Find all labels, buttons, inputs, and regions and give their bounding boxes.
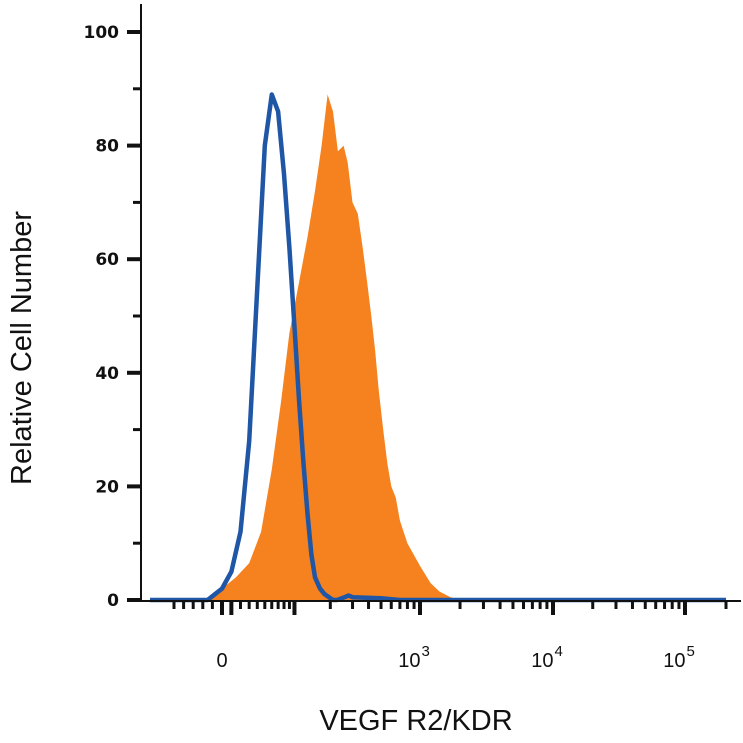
series-layer [150, 92, 726, 603]
y-axis-title: Relative Cell Number [6, 211, 38, 485]
y-tick-label: 20 [95, 477, 119, 497]
y-tick-label: 100 [84, 23, 120, 43]
y-tick-label: 0 [107, 591, 119, 611]
y-tick-label: 40 [95, 364, 119, 384]
x-tick-label: 0 [216, 650, 227, 672]
x-tick-exponent: 4 [554, 643, 562, 660]
x-tick-label: 103 [398, 643, 430, 672]
y-tick-label: 60 [95, 250, 119, 270]
x-tick-label: 104 [531, 643, 563, 672]
x-tick-exponent: 5 [686, 643, 694, 660]
axes-layer [127, 4, 741, 615]
x-axis-title: VEGF R2/KDR [319, 705, 512, 737]
x-tick-label: 105 [663, 643, 695, 672]
y-tick-label: 80 [95, 137, 119, 157]
isotype-control-histogram [150, 92, 726, 603]
x-tick-exponent: 3 [421, 643, 429, 660]
stained-sample-histogram [150, 94, 726, 600]
